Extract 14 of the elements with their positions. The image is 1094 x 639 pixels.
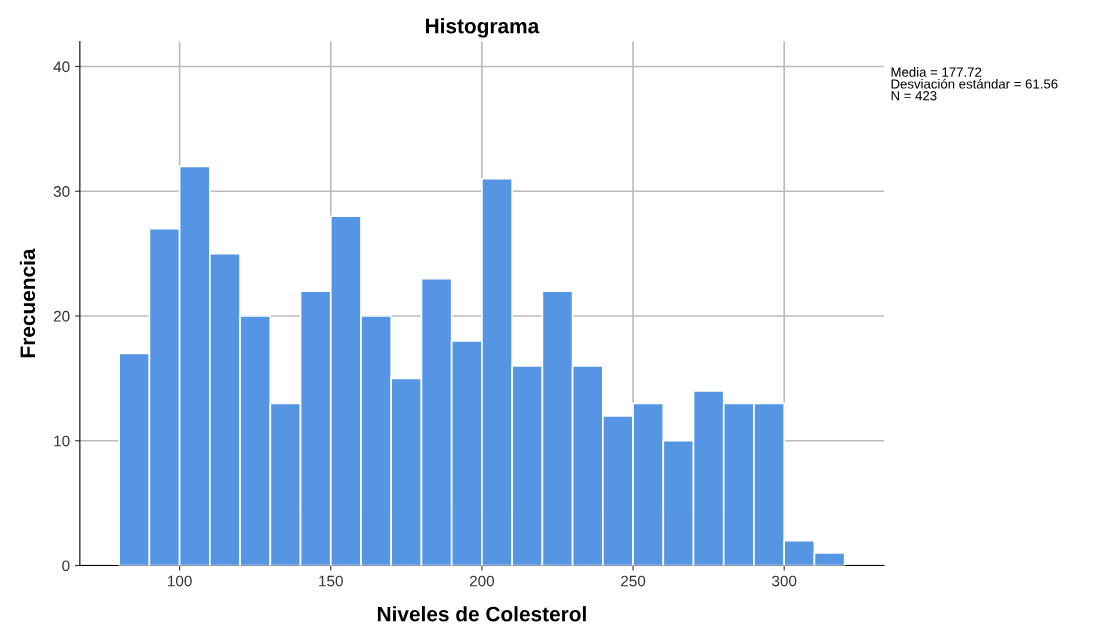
y-tick-label: 10	[54, 435, 70, 447]
x-axis-title: Niveles de Colesterol	[377, 606, 586, 622]
x-tick-label: 200	[469, 575, 495, 587]
x-tick-label: 300	[772, 575, 797, 587]
chart-title: Histograma	[426, 18, 540, 38]
x-tick-label: 100	[168, 575, 192, 587]
y-tick-label: 20	[53, 310, 70, 322]
text: Media = 177.72 Desviación estándar = 61.56 N = 423	[891, 67, 1058, 101]
y-tick-label: 40	[53, 61, 70, 73]
y-axis-title: Frecuencia	[19, 248, 36, 358]
x-tick-label: 250	[621, 575, 646, 587]
y-tick-label: 30	[53, 186, 70, 197]
y-tick-label: 0	[62, 560, 70, 572]
x-tick-label: 150	[319, 575, 343, 587]
